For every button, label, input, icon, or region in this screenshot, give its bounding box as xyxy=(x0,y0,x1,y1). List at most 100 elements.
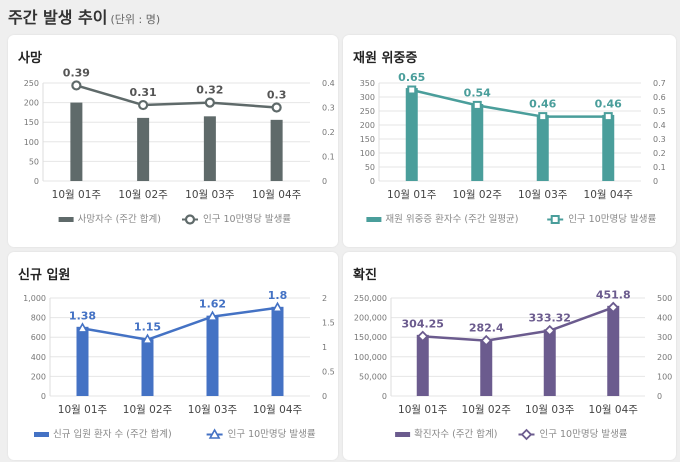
line-marker-square xyxy=(603,112,613,122)
y-right-tick-label: 300 xyxy=(657,333,672,342)
data-label: 333.32 xyxy=(529,312,571,325)
bar xyxy=(405,88,418,181)
y-left-tick-label: 300 xyxy=(360,93,375,102)
line-marker-triangle xyxy=(76,322,89,333)
legend-line-label: 인구 10만명당 발생률 xyxy=(568,214,656,225)
x-tick-label: 10월 04주 xyxy=(584,189,634,201)
y-right-tick-label: 0.2 xyxy=(322,128,335,137)
panel-confirmed: 확진 0 50,000 100,000 150,000 200,000 250,000 0 1… xyxy=(343,252,676,460)
bar xyxy=(137,117,150,181)
y-left-tick-label: 50 xyxy=(29,157,39,166)
data-label: 1.38 xyxy=(69,309,96,322)
line-marker-diamond xyxy=(416,330,429,343)
bar xyxy=(203,116,216,181)
data-label: 1.8 xyxy=(268,289,288,302)
data-label: 304.25 xyxy=(402,317,444,330)
y-right-tick-label: 1.5 xyxy=(322,319,335,328)
bar xyxy=(70,102,83,181)
panel-critical: 재원 위중증 0 50 100 150 200 250 300 350 0 0.1 0.2 0.3 0.… xyxy=(343,35,676,247)
bar xyxy=(270,119,283,181)
data-label: 1.62 xyxy=(199,298,226,311)
y-right-tick-label: 0.3 xyxy=(322,104,335,113)
x-tick-label: 10월 04주 xyxy=(589,404,639,416)
y-left-tick-label: 250 xyxy=(24,79,39,88)
panel-title: 재원 위중증 xyxy=(353,51,418,66)
x-tick-label: 10월 03주 xyxy=(518,189,568,201)
y-left-tick-label: 0 xyxy=(382,392,387,401)
data-label: 0.65 xyxy=(398,71,425,84)
y-right-tick-label: 0.1 xyxy=(653,163,666,172)
y-left-tick-label: 200 xyxy=(31,372,46,381)
panel-title: 신규 입원 xyxy=(18,268,71,283)
chart-svg: 0 50 100 150 200 250 300 350 0 0.1 0.2 0.3 0.4 0.5 0.6… xyxy=(360,71,666,225)
data-label: 0.54 xyxy=(464,86,491,99)
x-tick-label: 10월 03주 xyxy=(188,404,238,416)
y-right-tick-label: 0 xyxy=(657,392,662,401)
bar xyxy=(141,339,154,396)
line-marker-square xyxy=(407,85,417,95)
bar xyxy=(607,305,620,396)
data-label: 0.46 xyxy=(529,98,556,111)
line-marker-square xyxy=(538,112,548,122)
x-tick-label: 10월 03주 xyxy=(525,404,575,416)
x-tick-label: 10월 01주 xyxy=(52,189,102,201)
series-line xyxy=(422,306,614,342)
bar xyxy=(76,326,89,396)
y-left-tick-label: 250,000 xyxy=(354,294,387,303)
y-right-tick-label: 1 xyxy=(322,343,327,352)
line-marker-circle xyxy=(71,80,82,91)
y-right-tick-label: 200 xyxy=(657,353,672,362)
y-left-tick-label: 150 xyxy=(24,118,39,127)
y-right-tick-label: 0.5 xyxy=(322,368,335,377)
panel-title: 확진 xyxy=(353,268,377,283)
y-left-tick-label: 200,000 xyxy=(354,314,387,323)
chart-svg: 0 50,000 100,000 150,000 200,000 250,000 0 100 2… xyxy=(354,288,672,441)
data-label: 1.15 xyxy=(134,321,161,334)
line-marker-diamond xyxy=(543,324,556,337)
line-marker-circle xyxy=(184,214,196,225)
y-left-tick-label: 100,000 xyxy=(354,353,387,362)
y-left-tick-label: 350 xyxy=(360,79,375,88)
y-left-tick-label: 50,000 xyxy=(359,372,387,381)
bar xyxy=(416,334,429,396)
y-right-tick-label: 0.5 xyxy=(653,107,666,116)
line-marker-circle xyxy=(138,99,149,111)
y-right-tick-label: 400 xyxy=(657,314,672,323)
line-marker-square xyxy=(550,215,560,224)
line-marker-triangle xyxy=(271,301,284,313)
y-left-tick-label: 1,000 xyxy=(23,294,46,303)
y-left-tick-label: 0 xyxy=(370,177,375,186)
line-marker-circle xyxy=(204,97,215,108)
legend-line-label: 인구 10만명당 발생률 xyxy=(203,214,291,225)
y-left-tick-label: 150 xyxy=(360,135,375,144)
series-line xyxy=(411,88,609,118)
legend-line-label: 인구 10만명당 발생률 xyxy=(228,429,316,440)
line-marker-triangle xyxy=(141,333,154,344)
series-line xyxy=(82,306,278,341)
y-left-tick-label: 100 xyxy=(360,149,375,158)
data-label: 0.31 xyxy=(130,86,157,99)
x-tick-label: 10월 02주 xyxy=(453,189,503,201)
y-left-tick-label: 800 xyxy=(31,314,46,323)
data-label: 451.8 xyxy=(596,288,631,301)
y-left-tick-label: 50 xyxy=(365,163,375,172)
line-marker-diamond xyxy=(607,301,620,314)
panel-admissions: 신규 입원 0 200 400 600 800 1,000 0 0.5 1 1.5 2 10월 01주… xyxy=(8,252,338,460)
y-left-tick-label: 0 xyxy=(34,177,39,186)
line-marker-diamond xyxy=(480,334,493,347)
legend-bar-label: 신규 입원 환자 수 (주간 합계) xyxy=(53,428,172,440)
y-right-tick-label: 0 xyxy=(653,177,658,186)
data-label: 0.3 xyxy=(267,89,287,102)
line-marker-triangle xyxy=(208,428,221,439)
x-tick-label: 10월 01주 xyxy=(387,189,437,201)
y-right-tick-label: 0.4 xyxy=(322,79,335,88)
y-right-tick-label: 0.2 xyxy=(653,149,666,158)
legend-bar-label: 재원 위중증 환자수 (주간 일평균) xyxy=(385,213,518,225)
line-marker-triangle xyxy=(206,310,219,321)
chart-svg: 0 200 400 600 800 1,000 0 0.5 1 1.5 2 10월 01주 10월 02… xyxy=(23,289,335,440)
legend-bar-swatch xyxy=(366,217,382,222)
bar xyxy=(602,114,615,181)
x-tick-label: 10월 01주 xyxy=(398,404,448,416)
bar xyxy=(471,104,484,181)
x-tick-label: 10월 01주 xyxy=(58,404,108,416)
